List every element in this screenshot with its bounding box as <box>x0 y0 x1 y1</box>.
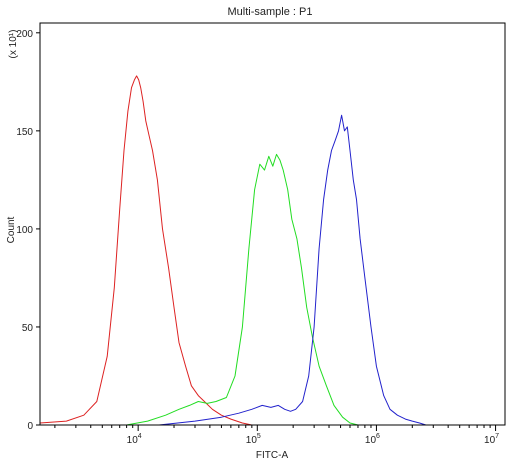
x-tick-label: 104 <box>127 433 142 446</box>
y-tick-label: 150 <box>16 127 33 138</box>
series-layer <box>39 75 427 426</box>
x-tick-label: 105 <box>246 433 261 446</box>
y-tick-label: 100 <box>16 225 33 236</box>
histogram-series-line <box>159 114 427 426</box>
histogram-series-line <box>39 75 252 426</box>
y-tick-label: 200 <box>16 29 33 40</box>
chart-title: Multi-sample : P1 <box>228 6 313 18</box>
tick-layer: 0 50 100 150 200 104 105 106 107 <box>16 29 499 446</box>
y-tick-label: 50 <box>22 323 34 334</box>
y-tick-label: 0 <box>27 421 33 432</box>
histogram-series-line <box>126 153 359 426</box>
y-axis-label: Count <box>6 216 17 243</box>
plot-frame <box>39 22 506 426</box>
y-multiplier-label: (x 10¹) <box>8 30 19 59</box>
x-axis-label: FITC-A <box>256 450 289 461</box>
x-tick-label: 107 <box>484 433 499 446</box>
x-tick-label: 106 <box>365 433 380 446</box>
